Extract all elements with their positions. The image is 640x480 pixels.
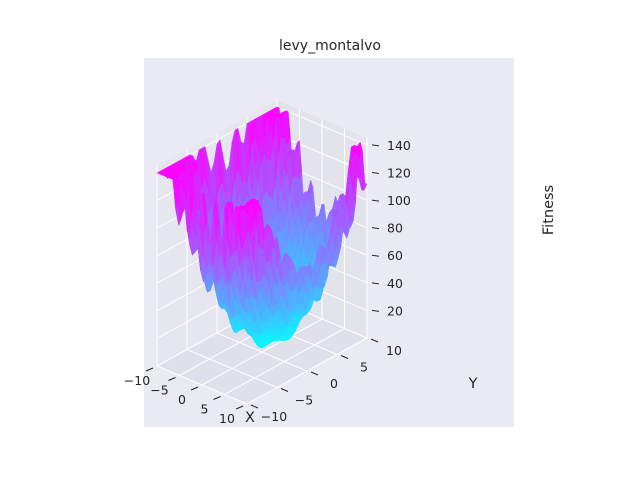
grid-line: [224, 328, 345, 395]
z-tick-mark: [371, 309, 380, 312]
surface-face: [244, 209, 251, 215]
z-axis-label: Fitness: [541, 185, 557, 235]
z-tick-label: 60: [387, 248, 403, 263]
x-tick-mark: [168, 377, 176, 381]
y-tick-label: 10: [386, 343, 402, 358]
z-tick-mark: [371, 199, 380, 202]
y-tick-label: 5: [360, 360, 368, 375]
grid-line: [216, 332, 308, 372]
z-tick-label: 100: [387, 193, 411, 208]
x-tick-label: 5: [201, 402, 209, 417]
y-axis-label: Y: [468, 376, 478, 392]
z-tick-mark: [371, 282, 380, 285]
x-tick-mark: [190, 386, 199, 391]
y-tick-mark: [340, 355, 349, 359]
z-tick-mark: [371, 171, 380, 174]
x-tick-label: −10: [124, 373, 150, 388]
surface-plot: [156, 106, 368, 349]
z-tick-mark: [371, 254, 380, 257]
x-tick-mark: [235, 405, 244, 410]
z-tick-mark: [371, 227, 380, 230]
grid-line: [246, 337, 368, 405]
z-tick-label: 140: [387, 138, 411, 153]
x-tick-label: 10: [219, 411, 235, 426]
x-tick-label: 0: [178, 392, 186, 407]
x-axis-label: X: [245, 410, 255, 426]
z-tick-label: 80: [387, 221, 403, 236]
chart-title: levy_montalvo: [279, 38, 381, 54]
z-tick-label: 120: [387, 166, 411, 181]
z-tick-label: 40: [387, 276, 403, 291]
y-tick-mark: [370, 338, 379, 343]
x-tick-mark: [213, 396, 221, 400]
y-tick-label: 0: [330, 376, 338, 391]
z-tick-mark: [371, 144, 380, 147]
y-tick-mark: [250, 404, 259, 409]
z-tick-label: 20: [387, 303, 403, 318]
y-tick-mark: [310, 371, 319, 376]
y-tick-mark: [280, 388, 289, 392]
x-tick-mark: [145, 367, 154, 372]
x-tick-label: −5: [150, 383, 168, 398]
y-tick-label: −5: [295, 393, 313, 408]
y-tick-label: −10: [261, 409, 287, 424]
